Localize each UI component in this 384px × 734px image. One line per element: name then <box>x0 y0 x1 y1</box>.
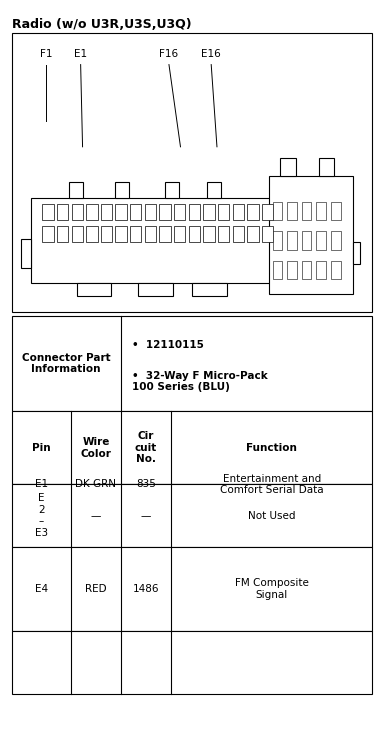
Text: Entertainment and
Comfort Serial Data: Entertainment and Comfort Serial Data <box>220 473 323 495</box>
Bar <box>233 204 244 220</box>
Bar <box>71 226 83 242</box>
Text: —: — <box>91 511 101 520</box>
Bar <box>159 226 171 242</box>
Text: DK GRN: DK GRN <box>76 479 116 490</box>
Text: E1: E1 <box>74 48 87 59</box>
Bar <box>71 204 83 220</box>
Bar <box>331 261 341 279</box>
Bar <box>12 484 372 547</box>
Bar <box>262 204 273 220</box>
Bar <box>247 204 258 220</box>
Bar <box>218 226 229 242</box>
Bar <box>165 182 179 198</box>
Text: —: — <box>141 511 151 520</box>
Bar <box>319 158 334 176</box>
Text: E4: E4 <box>35 584 48 594</box>
Bar <box>130 226 141 242</box>
Bar <box>159 204 171 220</box>
Bar <box>174 204 185 220</box>
Text: •  12110115: • 12110115 <box>132 340 204 350</box>
Bar <box>302 261 311 279</box>
Bar <box>12 631 372 694</box>
Bar <box>86 226 98 242</box>
Bar <box>288 239 298 268</box>
Text: Cir
cuit
No.: Cir cuit No. <box>135 431 157 465</box>
Text: 835: 835 <box>136 479 156 490</box>
Text: •  32-Way F Micro-Pack
100 Series (BLU): • 32-Way F Micro-Pack 100 Series (BLU) <box>132 371 268 393</box>
Text: E16: E16 <box>201 48 221 59</box>
Bar <box>203 204 215 220</box>
Bar <box>273 202 282 220</box>
Bar <box>12 33 372 312</box>
Bar <box>287 202 297 220</box>
Bar <box>101 204 112 220</box>
Bar <box>189 204 200 220</box>
Bar <box>116 226 127 242</box>
Bar <box>130 204 141 220</box>
Bar <box>174 226 185 242</box>
Bar <box>280 158 296 176</box>
Text: Function: Function <box>246 443 297 453</box>
Bar <box>116 204 127 220</box>
Bar <box>331 231 341 250</box>
Bar <box>273 231 282 250</box>
Text: E1: E1 <box>35 479 48 490</box>
Bar <box>115 182 129 198</box>
Bar <box>207 182 221 198</box>
Bar <box>21 239 31 268</box>
Bar <box>12 411 372 484</box>
Bar <box>145 204 156 220</box>
Bar <box>218 204 229 220</box>
Text: Radio (w/o U3R,U3S,U3Q): Radio (w/o U3R,U3S,U3Q) <box>12 18 191 32</box>
Bar <box>203 226 215 242</box>
Text: Wire
Color: Wire Color <box>81 437 111 459</box>
Bar <box>192 283 227 296</box>
Bar <box>316 231 326 250</box>
Bar <box>57 204 68 220</box>
Bar <box>287 261 297 279</box>
Bar <box>12 547 372 631</box>
Bar <box>316 202 326 220</box>
Text: 1486: 1486 <box>132 584 159 594</box>
Bar <box>302 202 311 220</box>
Bar <box>331 202 341 220</box>
Text: E
2
–
E3: E 2 – E3 <box>35 493 48 538</box>
Bar <box>353 242 360 264</box>
Bar <box>138 283 173 296</box>
Bar <box>57 226 68 242</box>
Bar <box>77 283 111 296</box>
Bar <box>262 226 273 242</box>
Bar <box>233 226 244 242</box>
Text: F1: F1 <box>40 48 52 59</box>
Bar <box>101 226 112 242</box>
Text: Not Used: Not Used <box>248 511 295 520</box>
Bar <box>269 176 353 294</box>
Bar <box>31 198 288 283</box>
Bar <box>145 226 156 242</box>
Bar <box>86 204 98 220</box>
Text: Pin: Pin <box>32 443 51 453</box>
Bar <box>42 204 54 220</box>
Bar <box>69 182 83 198</box>
Bar <box>42 226 54 242</box>
Bar <box>273 261 282 279</box>
Bar <box>189 226 200 242</box>
Text: Connector Part
Information: Connector Part Information <box>22 352 111 374</box>
Bar <box>302 231 311 250</box>
Text: FM Composite
Signal: FM Composite Signal <box>235 578 309 600</box>
Bar <box>316 261 326 279</box>
Bar <box>12 316 372 411</box>
Text: F16: F16 <box>159 48 179 59</box>
Bar <box>287 231 297 250</box>
Bar <box>247 226 258 242</box>
Text: RED: RED <box>85 584 107 594</box>
